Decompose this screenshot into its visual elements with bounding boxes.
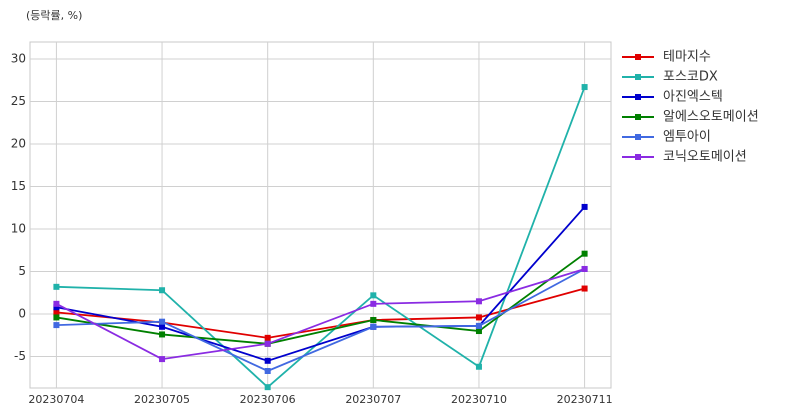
- point-marker: [53, 283, 60, 290]
- x-tick-label: 20230705: [134, 393, 190, 406]
- legend-marker: [635, 134, 641, 140]
- point-marker: [475, 363, 482, 370]
- series-line: [56, 206, 586, 362]
- point-marker: [53, 314, 60, 321]
- x-tick-label: 20230707: [345, 393, 401, 406]
- point-marker: [159, 318, 166, 325]
- legend-label: 엠투아이: [663, 130, 711, 145]
- series-line: [56, 268, 586, 372]
- x-tick-label: 20230711: [557, 393, 613, 406]
- point-marker: [370, 300, 377, 307]
- point-marker: [264, 384, 271, 391]
- y-tick-label: 30: [11, 52, 26, 66]
- point-marker: [159, 331, 166, 338]
- point-marker: [581, 265, 588, 272]
- point-marker: [370, 323, 377, 330]
- series-line: [56, 86, 586, 389]
- y-tick-label: -5: [14, 349, 26, 363]
- series-line: [56, 252, 586, 345]
- point-marker: [53, 322, 60, 329]
- x-tick-label: 20230710: [451, 393, 507, 406]
- point-marker: [475, 322, 482, 329]
- point-marker: [370, 292, 377, 299]
- point-marker: [264, 357, 271, 364]
- y-tick-label: 0: [18, 307, 26, 321]
- point-marker: [581, 84, 588, 91]
- point-marker: [159, 323, 166, 330]
- legend-label: 아진엑스텍: [663, 90, 723, 105]
- point-marker: [475, 314, 482, 321]
- point-marker: [53, 309, 60, 316]
- point-marker: [475, 328, 482, 335]
- point-marker: [581, 203, 588, 210]
- y-tick-label: 15: [11, 179, 26, 193]
- point-marker: [53, 300, 60, 307]
- point-marker: [159, 356, 166, 363]
- legend-marker: [635, 74, 641, 80]
- legend-marker: [635, 54, 641, 60]
- point-marker: [159, 287, 166, 294]
- point-marker: [581, 285, 588, 292]
- point-marker: [53, 304, 60, 311]
- x-tick-label: 20230706: [240, 393, 296, 406]
- legend-marker: [635, 114, 641, 120]
- legend-marker: [635, 94, 641, 100]
- legend-label: 알에스오토메이션: [663, 110, 759, 125]
- point-marker: [264, 340, 271, 347]
- x-tick-label: 20230704: [28, 393, 84, 406]
- plot-frame: [29, 41, 612, 389]
- point-marker: [370, 316, 377, 323]
- y-tick-label: 20: [11, 137, 26, 151]
- point-marker: [264, 334, 271, 341]
- point-marker: [475, 298, 482, 305]
- series-line: [56, 287, 585, 339]
- y-tick-label: 10: [11, 222, 26, 236]
- y-tick-label: 25: [11, 94, 26, 108]
- legend-label: 테마지수: [663, 50, 711, 65]
- legend-marker: [635, 154, 641, 160]
- legend-label: 포스코DX: [663, 70, 718, 85]
- legend-label: 코닉오토메이션: [663, 150, 747, 165]
- series-line: [55, 268, 585, 361]
- y-axis-label: (등락률, %): [26, 9, 82, 22]
- point-marker: [581, 250, 588, 257]
- point-marker: [264, 367, 271, 374]
- y-tick-label: 5: [18, 264, 26, 278]
